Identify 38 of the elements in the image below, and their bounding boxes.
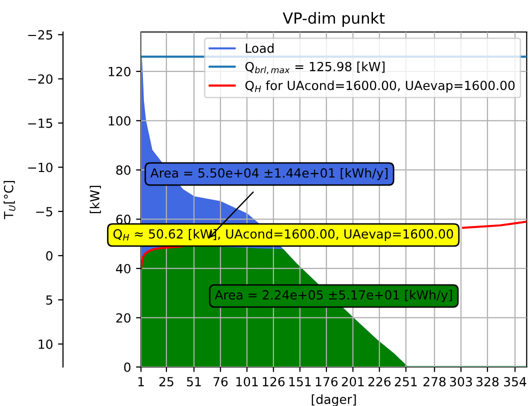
y2-tick-label: 10	[38, 339, 52, 349]
y2-tick-label: 0	[46, 251, 52, 261]
x-tick-label: 151	[289, 377, 311, 386]
y2-tick-label: −25	[28, 30, 52, 40]
x-tick-label: 201	[342, 376, 364, 386]
y-tick-label: 100	[108, 116, 130, 126]
x-tick-label: 303	[450, 376, 472, 386]
legend-label: Load	[246, 43, 274, 53]
y-tick-label: 20	[116, 313, 130, 323]
y2-axis-title: T$_{U}$[°C]	[4, 180, 16, 220]
y2-tick-label: −10	[28, 162, 52, 172]
x-tick-label: 126	[262, 376, 285, 386]
y-tick-label: 80	[116, 165, 130, 175]
x-tick-label: 251	[394, 376, 417, 386]
annotation: Area = 2.24e+05 ±5.17e+01 [kWh/y]	[214, 290, 452, 302]
x-tick-label: 25	[159, 376, 174, 386]
x-tick-label: 278	[423, 376, 446, 386]
x-tick-label: 328	[476, 376, 499, 386]
y-axis-title: [kW]	[90, 186, 101, 214]
x-tick-label: 76	[214, 376, 228, 386]
y2-tick-label: −5	[36, 207, 52, 216]
x-tick-label: 1	[138, 377, 144, 386]
x-tick-label: 354	[504, 376, 526, 386]
legend-label: Q$_{brl,max}$ = 125.98 [kW]	[245, 62, 385, 74]
x-tick-label: 51	[186, 377, 201, 386]
x-tick-label: 176	[316, 376, 338, 386]
y2-tick-label: 5	[46, 295, 52, 305]
annotation: Area = 5.50e+04 ±1.44e+01 [kWh/y]	[150, 168, 388, 180]
y2-tick-label: −20	[28, 74, 52, 84]
x-tick-label: 226	[368, 376, 391, 386]
y2-tick-label: −15	[28, 118, 52, 128]
x-tick-label: 101	[236, 376, 258, 386]
y-tick-label: 40	[116, 264, 130, 274]
x-axis-title: [dager]	[312, 394, 356, 406]
legend-label: Q$_{H}$ for UAcond=1600.00, UAevap=1600.00	[245, 80, 515, 93]
y-tick-label: 120	[108, 66, 130, 76]
y-tick-label: 0	[124, 362, 130, 372]
chart-title: VP-dim punkt	[282, 12, 385, 27]
